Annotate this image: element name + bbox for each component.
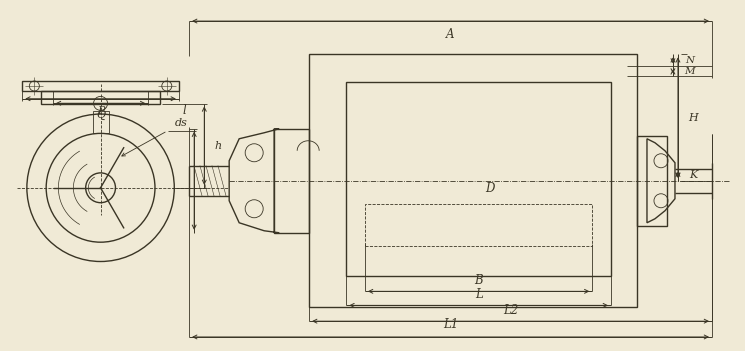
Text: h: h — [215, 141, 222, 151]
Text: D: D — [485, 182, 494, 195]
Bar — [274, 129, 309, 233]
Bar — [41, 91, 160, 104]
Text: P: P — [97, 106, 104, 116]
Bar — [22, 81, 179, 91]
Text: ds: ds — [175, 118, 188, 128]
Text: L2: L2 — [503, 304, 519, 317]
Text: l: l — [183, 104, 186, 117]
Bar — [309, 54, 637, 307]
Text: L: L — [475, 288, 483, 301]
Bar — [637, 136, 667, 226]
Bar — [365, 204, 592, 246]
Text: L1: L1 — [443, 318, 458, 331]
Text: B: B — [475, 274, 483, 287]
Bar — [346, 82, 611, 276]
Bar — [92, 111, 109, 133]
Text: N: N — [685, 56, 694, 65]
Text: H: H — [688, 113, 698, 122]
Text: A: A — [446, 28, 455, 41]
Text: M: M — [685, 67, 695, 76]
Text: K: K — [689, 170, 697, 180]
Text: Q: Q — [96, 110, 105, 120]
